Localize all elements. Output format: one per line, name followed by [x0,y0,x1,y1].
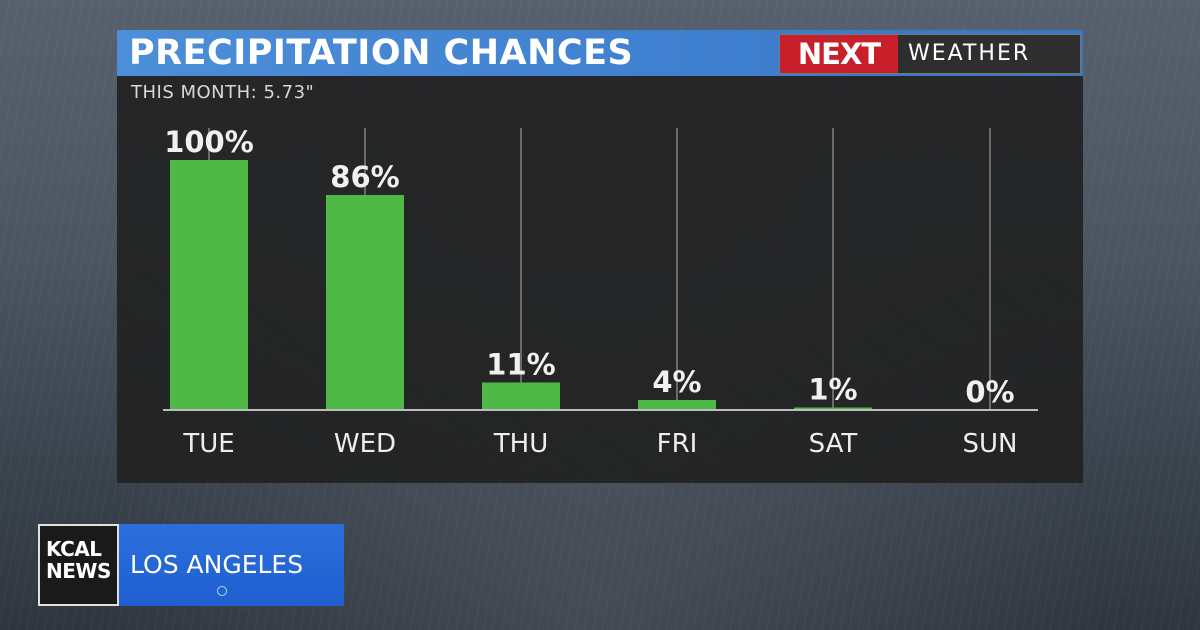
category-label-tue: TUE [182,429,234,459]
station-brand: KCAL NEWS [46,537,111,583]
location-name: LOS ANGELES [130,550,304,579]
value-label-sun: 0% [965,375,1014,409]
station-logo: KCAL NEWS [38,524,119,606]
value-label-fri: 4% [652,365,701,399]
page-title: PRECIPITATION CHANCES [129,33,634,73]
logo-next-text: NEXT [780,35,898,73]
logo-weather-text: WEATHER [908,41,1031,66]
monthly-total: THIS MONTH: 5.73" [131,82,315,103]
bar-fri [638,400,716,410]
value-label-sat: 1% [808,373,857,407]
location-badge: LOS ANGELES [119,524,344,606]
value-label-wed: 86% [330,160,399,194]
value-label-tue: 100% [164,125,254,159]
category-label-sun: SUN [963,429,1018,459]
bar-thu [482,382,560,410]
chart-panel [117,30,1083,483]
category-label-thu: THU [493,429,548,459]
next-weather-logo: NEXT WEATHER [779,34,1081,74]
value-label-thu: 11% [486,348,555,382]
bar-sat [794,407,872,410]
category-label-fri: FRI [657,429,698,459]
category-label-wed: WED [334,429,396,459]
circle-icon [217,586,227,596]
bar-tue [170,160,248,410]
bar-wed [326,195,404,410]
category-label-sat: SAT [809,429,858,459]
